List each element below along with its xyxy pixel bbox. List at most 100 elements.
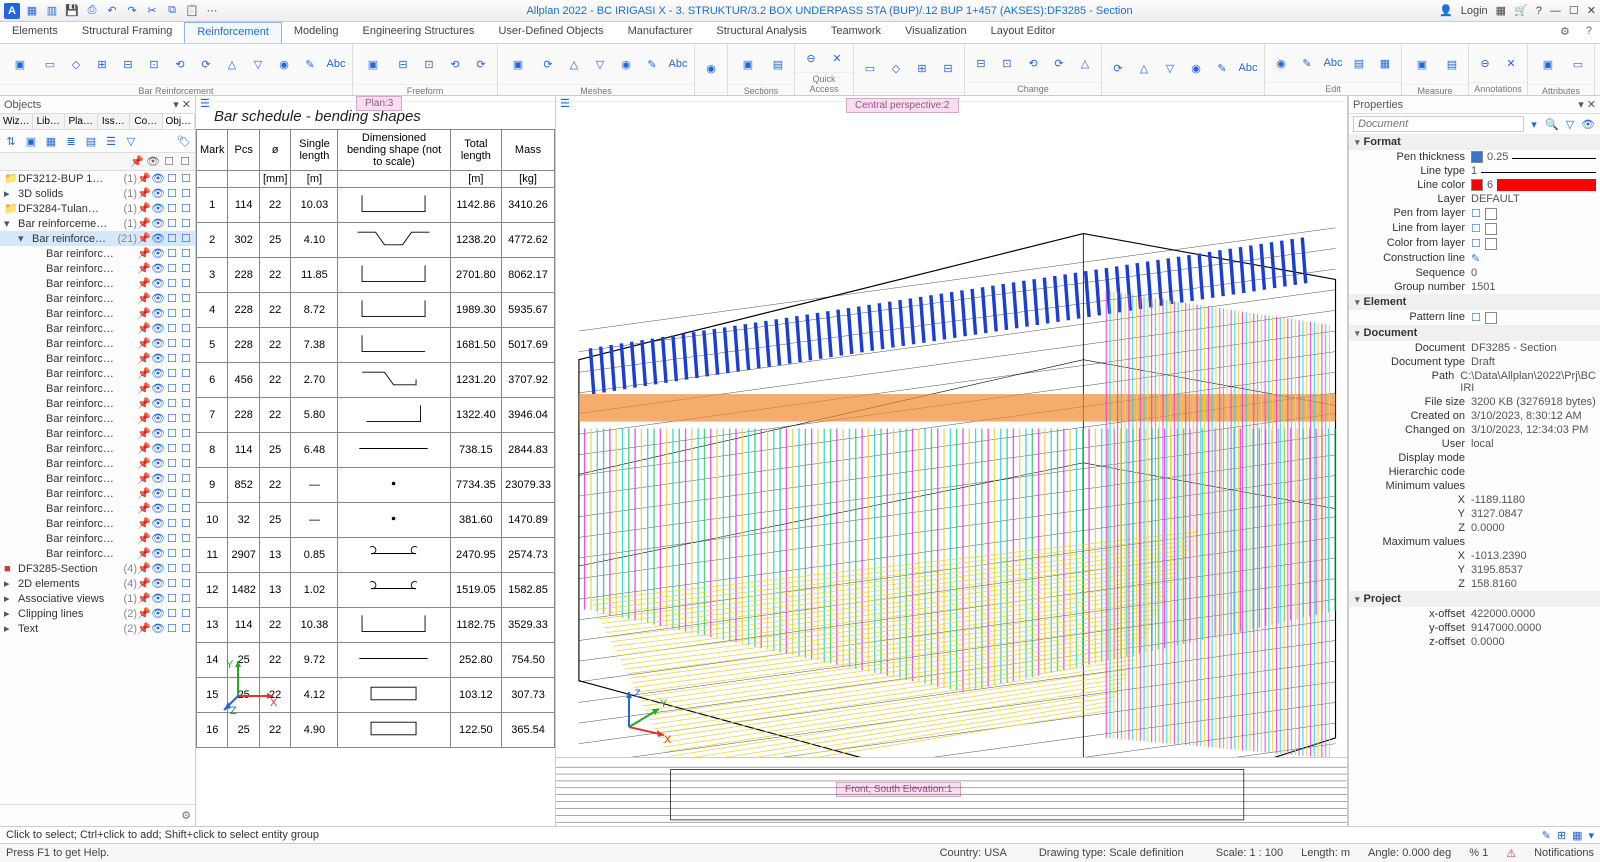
tree-row[interactable]: Bar reinforc…📌👁☐☐ (0, 471, 195, 486)
tree-toggle-icon[interactable]: 👁 (151, 187, 165, 200)
grid-icon[interactable]: ▤ (82, 132, 100, 150)
status-drawingtype-value[interactable]: Scale definition (1109, 847, 1184, 859)
view-list-icon[interactable]: ☰ (200, 97, 210, 100)
tree-toggle-icon[interactable]: 📌 (137, 202, 151, 215)
ribbon-button[interactable]: △ (1073, 51, 1097, 75)
menu-tab-structural-analysis[interactable]: Structural Analysis (704, 22, 818, 43)
tree-row[interactable]: Bar reinforc…📌👁☐☐ (0, 351, 195, 366)
tree-toggle-icon[interactable]: ☐ (165, 457, 179, 470)
tree-toggle-icon[interactable]: ☐ (165, 562, 179, 575)
tree-toggle-icon[interactable]: 📌 (137, 592, 151, 605)
ribbon-button[interactable]: ◉ (272, 52, 296, 76)
tree-toggle-icon[interactable]: 📌 (137, 217, 151, 230)
tree-toggle-icon[interactable]: ☐ (165, 622, 179, 635)
tree-toggle-icon[interactable]: ☐ (179, 202, 193, 215)
tree-toggle-icon[interactable]: 👁 (151, 292, 165, 305)
ribbon-big-button[interactable]: ▣ (732, 46, 764, 82)
ribbon-button[interactable]: △ (1132, 56, 1156, 80)
tree-toggle-icon[interactable]: 👁 (151, 442, 165, 455)
qat-undo-icon[interactable]: ↶ (104, 3, 120, 19)
qat-print-icon[interactable]: ⎙ (84, 3, 100, 19)
status-country-value[interactable]: USA (984, 847, 1007, 859)
tree-toggle-icon[interactable]: ☐ (179, 262, 193, 275)
ribbon-button[interactable]: ▤ (1440, 52, 1464, 76)
ribbon-button[interactable]: Abc (1321, 51, 1345, 75)
tree-toggle-icon[interactable]: 👁 (151, 367, 165, 380)
property-row[interactable]: Z0.0000 (1349, 521, 1600, 535)
tree-row[interactable]: 📁DF3284-Tulan…(1)📌👁☐☐ (0, 201, 195, 216)
ribbon-button[interactable]: ◉ (1269, 51, 1293, 75)
tree-toggle-icon[interactable]: 👁 (151, 412, 165, 425)
properties-section-header[interactable]: Document (1349, 325, 1600, 341)
property-row[interactable]: X-1189.1180 (1349, 493, 1600, 507)
menu-tab-user-defined-objects[interactable]: User-Defined Objects (486, 22, 615, 43)
ribbon-button[interactable]: ✕ (1499, 51, 1523, 75)
ribbon-button[interactable]: ⟲ (168, 52, 192, 76)
funnel-icon[interactable]: ▽ (1562, 118, 1578, 131)
ribbon-button[interactable]: ⟲ (443, 52, 467, 76)
tree-row[interactable]: ▸2D elements(4)📌👁☐☐ (0, 576, 195, 591)
tree-toggle-icon[interactable]: 📌 (137, 532, 151, 545)
minimize-icon[interactable]: — (1550, 5, 1561, 17)
ribbon-button[interactable]: ⊟ (391, 52, 415, 76)
tag-icon[interactable]: 🏷 (175, 132, 193, 150)
property-row[interactable]: z-offset0.0000 (1349, 635, 1600, 649)
tree-toggle-icon[interactable]: 📌 (137, 232, 151, 245)
app-icon[interactable]: A (4, 3, 20, 19)
tree-toggle-icon[interactable]: ☐ (165, 217, 179, 230)
tree-row[interactable]: Bar reinforc…📌👁☐☐ (0, 411, 195, 426)
status-notifications[interactable]: Notifications (1534, 847, 1594, 859)
tree-toggle-icon[interactable]: ☐ (165, 292, 179, 305)
tree-toggle-icon[interactable]: ☐ (179, 547, 193, 560)
tree-row[interactable]: Bar reinforc…📌👁☐☐ (0, 276, 195, 291)
tree-row[interactable]: ▸Clipping lines(2)📌👁☐☐ (0, 606, 195, 621)
tree-toggle-icon[interactable]: ☐ (165, 277, 179, 290)
tree-toggle-icon[interactable]: 📌 (137, 427, 151, 440)
tree-toggle-icon[interactable]: 👁 (151, 592, 165, 605)
tree-toggle-icon[interactable]: ☐ (179, 622, 193, 635)
ribbon-button[interactable]: ▽ (588, 52, 612, 76)
zoom-icon[interactable]: 🔍 (1544, 118, 1560, 131)
ribbon-button[interactable]: ⟳ (1106, 56, 1130, 80)
status-ratio[interactable]: % 1 (1469, 847, 1488, 859)
tree-toggle-icon[interactable]: 👁 (151, 172, 165, 185)
hatch-icon[interactable]: ▦ (42, 132, 60, 150)
tree-row[interactable]: Bar reinforc…📌👁☐☐ (0, 441, 195, 456)
qat-more-icon[interactable]: ⋯ (204, 3, 220, 19)
tree-toggle-icon[interactable]: 👁 (151, 427, 165, 440)
tree-toggle-icon[interactable]: 👁 (151, 202, 165, 215)
tree-row[interactable]: Bar reinforc…📌👁☐☐ (0, 396, 195, 411)
menu-gear-icon[interactable]: ⚙ (1552, 22, 1578, 43)
objects-tab[interactable]: Obj… (163, 114, 196, 129)
objects-panel-close-icon[interactable]: ▾ ✕ (173, 98, 191, 111)
ribbon-button[interactable]: △ (220, 52, 244, 76)
property-row[interactable]: X-1013.2390 (1349, 549, 1600, 563)
tree-toggle-icon[interactable]: ☐ (165, 262, 179, 275)
tree-toggle-icon[interactable]: ☐ (179, 442, 193, 455)
tree-toggle-icon[interactable]: 📌 (137, 187, 151, 200)
tree-toggle-icon[interactable]: ☐ (165, 367, 179, 380)
grid-icon[interactable]: ▦ (1496, 4, 1506, 17)
tree-row[interactable]: Bar reinforc…📌👁☐☐ (0, 456, 195, 471)
property-row[interactable]: Document typeDraft (1349, 355, 1600, 369)
ribbon-button[interactable]: Abc (1236, 56, 1260, 80)
tree-row[interactable]: ▸Associative views(1)📌👁☐☐ (0, 591, 195, 606)
menu-tab-modeling[interactable]: Modeling (282, 22, 351, 43)
ribbon-button[interactable]: ▤ (766, 52, 790, 76)
qat-cut-icon[interactable]: ✂ (144, 3, 160, 19)
tree-toggle-icon[interactable]: 👁 (151, 502, 165, 515)
tree-toggle-icon[interactable]: ☐ (179, 397, 193, 410)
menu-tab-elements[interactable]: Elements (0, 22, 70, 43)
tree-toggle-icon[interactable]: 📌 (137, 307, 151, 320)
eye-icon[interactable]: 👁 (1580, 118, 1596, 131)
property-row[interactable]: Changed on3/10/2023, 12:34:03 PM (1349, 423, 1600, 437)
tree-toggle-icon[interactable]: ☐ (179, 592, 193, 605)
col-pin-icon[interactable]: 📌 (129, 155, 145, 168)
qat-redo-icon[interactable]: ↷ (124, 3, 140, 19)
tree-toggle-icon[interactable]: ☐ (179, 172, 193, 185)
tree-row[interactable]: Bar reinforc…📌👁☐☐ (0, 321, 195, 336)
ribbon-button[interactable]: ⟳ (469, 52, 493, 76)
tree-toggle-icon[interactable]: ☐ (179, 532, 193, 545)
tree-toggle-icon[interactable]: ☐ (165, 502, 179, 515)
property-row[interactable]: Minimum values (1349, 479, 1600, 493)
